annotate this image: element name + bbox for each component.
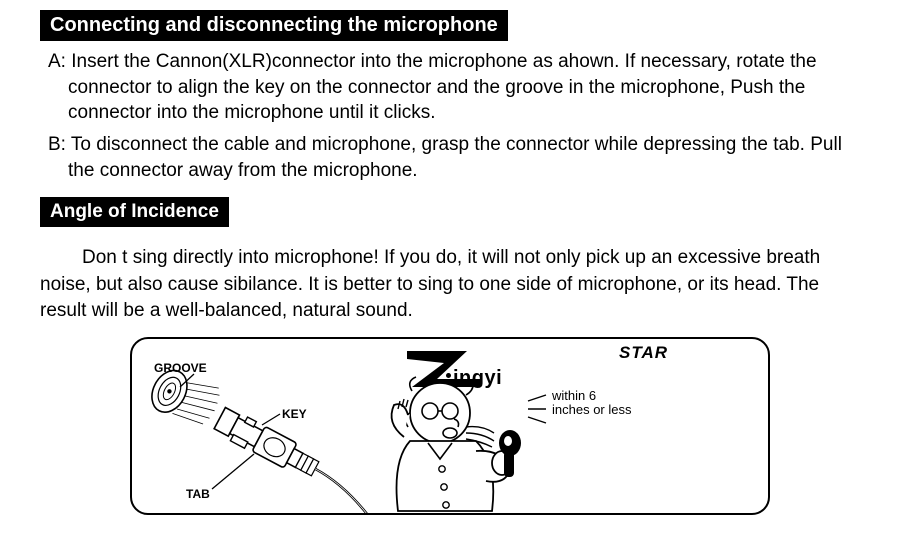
distance-note-line1: within 6 — [552, 389, 631, 403]
step-b-text: B: To disconnect the cable and microphon… — [48, 132, 860, 183]
distance-note-line2: inches or less — [552, 403, 631, 417]
diagram-container: GROOVE KEY TAB STAR ingyi within 6 inche… — [130, 337, 770, 515]
step-a-text: A: Insert the Cannon(XLR)connector into … — [48, 49, 860, 126]
diagram-svg — [132, 339, 770, 515]
label-groove: GROOVE — [154, 361, 207, 375]
brand-star-text: STAR — [619, 343, 668, 363]
section-header-connecting: Connecting and disconnecting the microph… — [40, 10, 508, 41]
section-header-angle: Angle of Incidence — [40, 197, 229, 227]
step-b-content: B: To disconnect the cable and microphon… — [48, 132, 860, 183]
distance-note: within 6 inches or less — [552, 389, 631, 418]
label-key: KEY — [282, 407, 307, 421]
brand-dot-icon — [446, 373, 451, 378]
angle-paragraph: Don t sing directly into microphone! If … — [40, 245, 860, 325]
label-tab: TAB — [186, 487, 210, 501]
brand-name-value: ingyi — [453, 367, 502, 389]
angle-paragraph-text: Don t sing directly into microphone! If … — [40, 245, 860, 325]
step-a-content: A: Insert the Cannon(XLR)connector into … — [48, 49, 860, 126]
brand-name-text: ingyi — [446, 367, 502, 390]
